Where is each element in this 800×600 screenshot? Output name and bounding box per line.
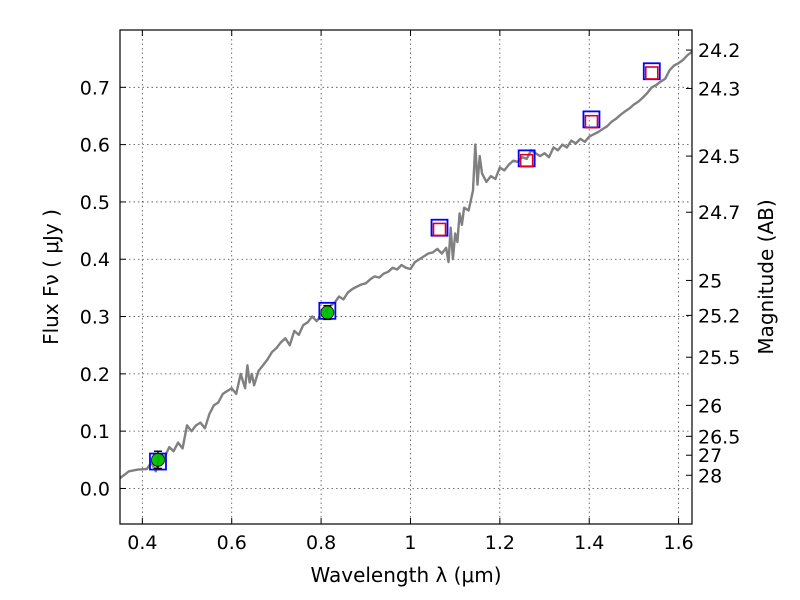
photometry-markers (149, 62, 661, 471)
magnitude-tick-label: 26 (698, 395, 722, 417)
magnitude-tick-label: 27 (698, 445, 722, 467)
x-axis-ticks: 0.4 0.6 0.8 1 1.2 1.4 1.6 (127, 30, 694, 554)
plot-background (120, 30, 692, 524)
magnitude-tick-label: 24.5 (698, 146, 740, 168)
y-tick-label: 0.4 (80, 249, 110, 271)
magnitude-tick-label: 24.2 (698, 40, 740, 62)
magnitude-tick-label: 28 (698, 465, 722, 487)
magnitude-tick-label: 24.7 (698, 202, 740, 224)
observed-flux-point (151, 452, 165, 467)
grid (120, 30, 692, 524)
spectrum-series (120, 50, 692, 480)
y-axis-label: Flux Fν ( μJy ) (39, 209, 63, 345)
y2-axis-label: Magnitude (AB) (754, 199, 778, 354)
x-tick-label: 0.4 (127, 532, 157, 554)
spectrum-line (120, 50, 692, 480)
magnitude-tick-label: 26.5 (698, 426, 740, 448)
y-tick-label: 0.6 (80, 135, 110, 157)
observed-flux-box (644, 66, 659, 80)
observed-flux-point (320, 305, 335, 320)
y-tick-label: 0.5 (80, 192, 110, 214)
plot-frame (119, 29, 693, 525)
x-tick-label: 1.4 (574, 532, 604, 554)
magnitude-tick-label: 25.2 (698, 305, 740, 327)
observed-flux-box (432, 222, 447, 237)
observed-flux-box (584, 114, 599, 129)
magnitude-tick-label: 24.3 (698, 78, 740, 100)
magnitude-tick-label: 25 (698, 270, 722, 292)
observed-flux-box (519, 153, 534, 168)
y-tick-label: 0.7 (80, 77, 110, 99)
y-tick-label: 0.1 (80, 421, 110, 443)
y-tick-label: 0.3 (80, 307, 110, 329)
x-tick-label: 1.6 (663, 532, 693, 554)
x-tick-label: 1 (404, 532, 416, 554)
y-tick-label: 0.2 (80, 364, 110, 386)
y-axis-ticks: 0.0 0.1 0.2 0.3 0.4 0.5 0.6 0.7 (80, 77, 126, 500)
x-axis-label: Wavelength λ (μm) (310, 563, 501, 587)
x-tick-label: 0.6 (217, 532, 247, 554)
y-tick-label: 0.0 (80, 478, 110, 500)
x-tick-label: 1.2 (485, 532, 515, 554)
x-tick-label: 0.8 (306, 532, 336, 554)
magnitude-tick-label: 25.5 (698, 347, 740, 369)
